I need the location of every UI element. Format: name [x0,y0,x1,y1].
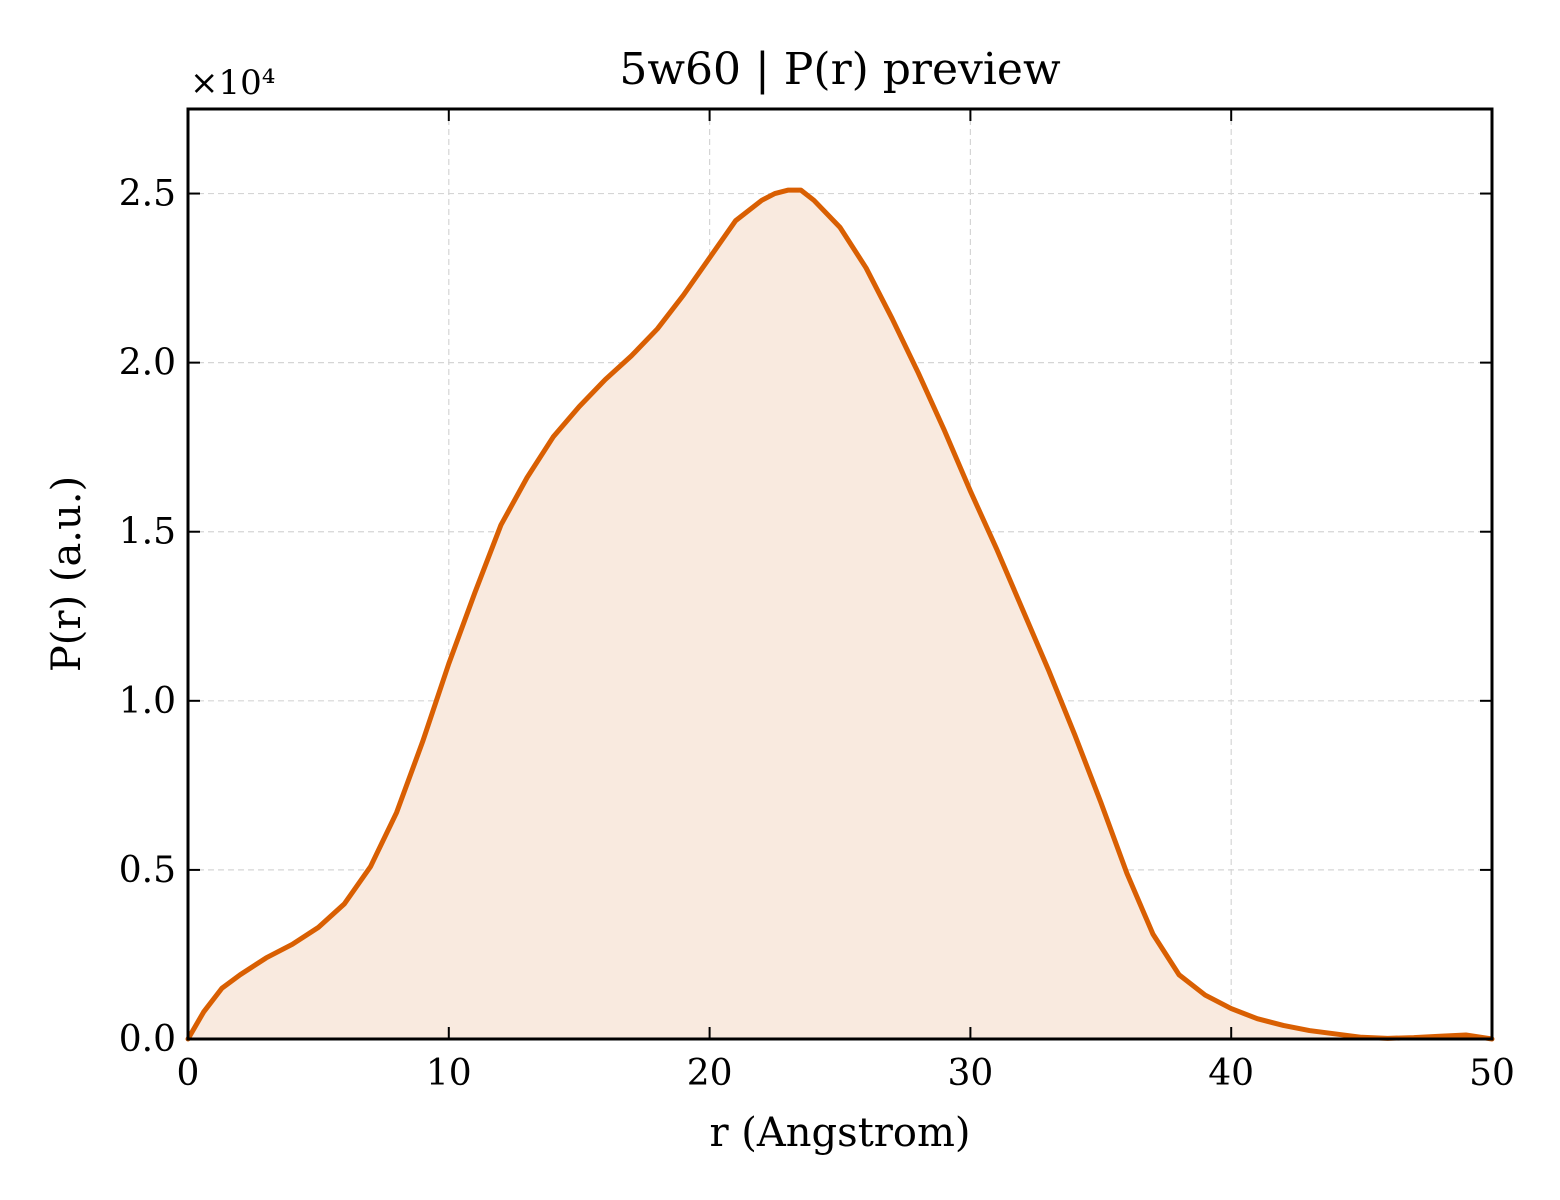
pr-line [185,187,1495,1042]
y-tick-label: 1.5 [119,512,176,553]
y-axis-label: P(r) (a.u.) [44,476,90,672]
y-tick-label: 0.5 [119,850,176,891]
y-offset-label: ×10⁴ [190,63,275,103]
x-tick-label: 0 [177,1053,200,1094]
y-tick-label: 2.5 [119,174,176,215]
x-axis-label: r (Angstrom) [709,1110,970,1156]
x-tick-label: 30 [947,1053,993,1094]
ticks: 0 10 20 30 40 50 0.0 0.5 1.0 1.5 2.0 2.5 [119,109,1515,1094]
x-tick-label: 40 [1208,1053,1254,1094]
pr-area-fill [188,190,1492,1039]
x-tick-label: 10 [426,1053,472,1094]
x-tick-label: 20 [687,1053,733,1094]
plot-frame [186,107,1494,1041]
y-tick-label: 0.0 [119,1019,176,1060]
y-tick-label: 2.0 [119,343,176,384]
chart-title: 5w60 | P(r) preview [619,44,1061,95]
y-tick-label: 1.0 [119,681,176,722]
x-tick-label: 50 [1469,1053,1515,1094]
